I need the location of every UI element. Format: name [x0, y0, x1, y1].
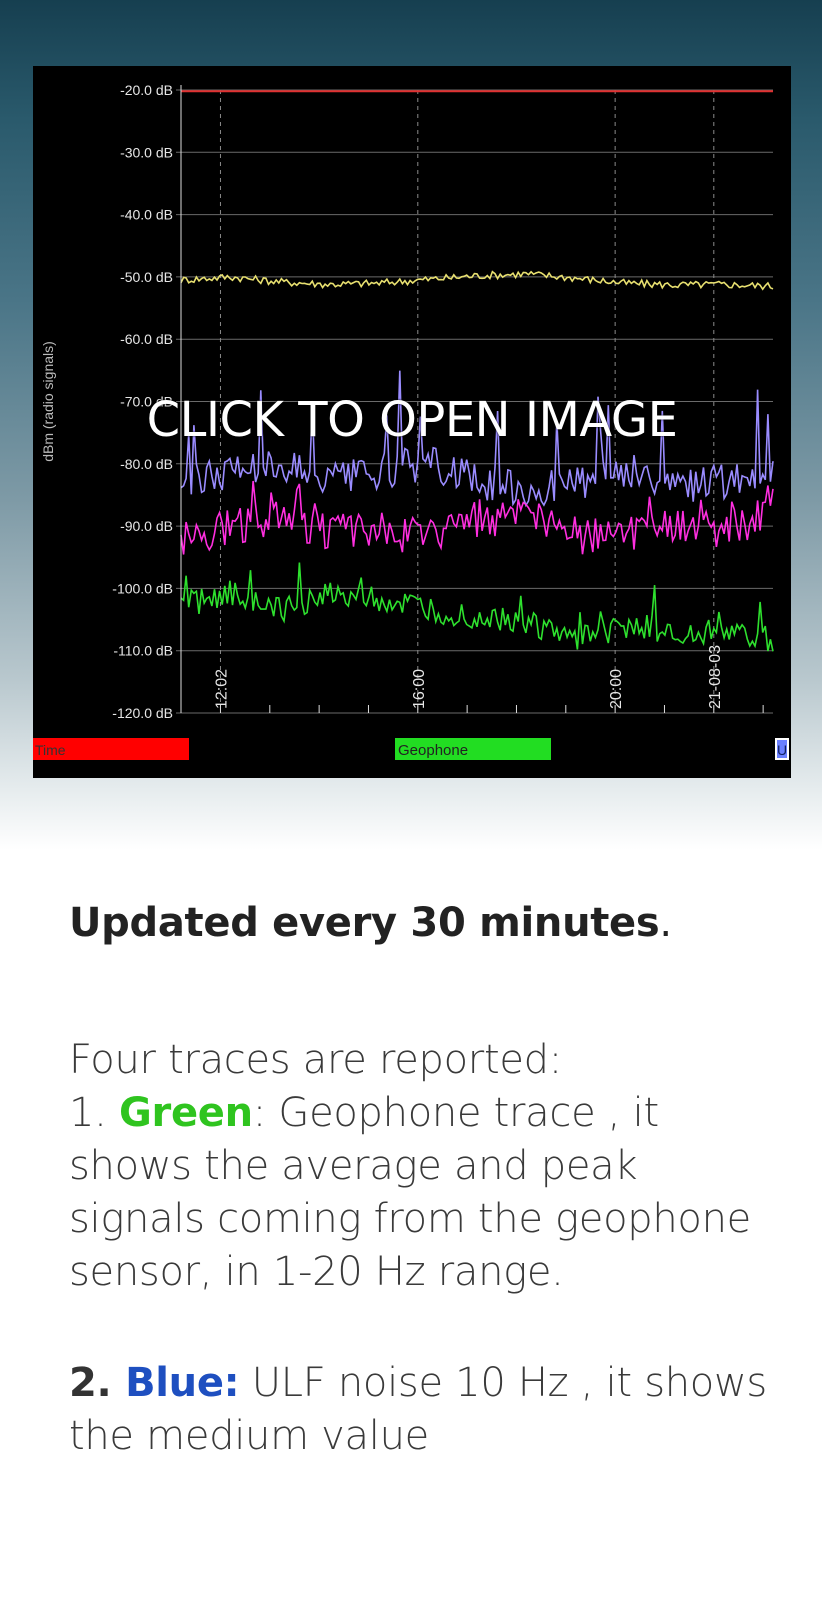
legend-time-swatch [33, 738, 189, 760]
x-tick-label: 20:00 [608, 669, 625, 709]
y-axis-title: dBm (radio signals) [40, 341, 56, 462]
geophone-chart: -20.0 dB -30.0 dB -40.0 dB -50.0 dB -60.0 dB… [33, 82, 789, 760]
traces-intro: Four traces are reported: 1. Green: Geop… [69, 1034, 769, 1299]
series-line [180, 562, 774, 652]
legend-geophone-swatch [395, 738, 551, 760]
item2-color-label: Blue: [125, 1360, 240, 1406]
y-tick-label: -70.0 dB [120, 394, 173, 410]
intro-line: Four traces are reported: [69, 1037, 562, 1083]
y-tick-label: -80.0 dB [120, 456, 173, 472]
legend-time-label: Time [35, 742, 66, 758]
x-tick-label: 16:00 [411, 669, 428, 709]
item1-description: : Geophone trace , it shows the average … [69, 1090, 751, 1295]
y-tick-label: -40.0 dB [120, 207, 173, 223]
item1-color-label: Green [118, 1090, 253, 1136]
y-tick-label: -20.0 dB [120, 82, 173, 98]
trace-item-1: 1. Green: Geophone trace , it shows the … [69, 1087, 769, 1299]
article-body: Updated every 30 minutes. Four traces ar… [69, 900, 769, 1463]
y-tick-label: -110.0 dB [113, 643, 173, 659]
legend-u-inner [777, 740, 787, 758]
x-tick-label: 21-08-03 [707, 645, 724, 709]
y-tick-label: -30.0 dB [120, 144, 173, 160]
subtitle-text: Updated every 30 minutes [69, 900, 660, 946]
y-tick-label: -100.0 dB [112, 580, 173, 596]
chart-image[interactable]: -20.0 dB -30.0 dB -40.0 dB -50.0 dB -60.0 dB… [33, 66, 791, 778]
series-line [180, 270, 774, 291]
y-tick-label: -50.0 dB [120, 269, 173, 285]
item2-number: 2. [69, 1360, 126, 1406]
series-line [180, 370, 774, 508]
subtitle-end: . [659, 900, 672, 946]
x-tick-label: 12:02 [213, 669, 230, 709]
y-tick-label: -120.0 dB [112, 705, 173, 721]
y-tick-label: -90.0 dB [120, 518, 173, 534]
series-line [180, 480, 774, 555]
legend-u-label: U [777, 742, 787, 758]
item1-number: 1. [69, 1090, 119, 1136]
trace-item-2: 2. Blue: ULF noise 10 Hz , it shows the … [69, 1357, 769, 1463]
update-frequency-heading: Updated every 30 minutes. [69, 900, 769, 946]
click-to-open-overlay[interactable]: CLICK TO OPEN IMAGE [146, 392, 678, 448]
item2-description: ULF noise 10 Hz , it shows the medium va… [69, 1360, 767, 1459]
y-tick-label: -60.0 dB [120, 331, 173, 347]
legend-geophone-label: Geophone [398, 742, 468, 759]
